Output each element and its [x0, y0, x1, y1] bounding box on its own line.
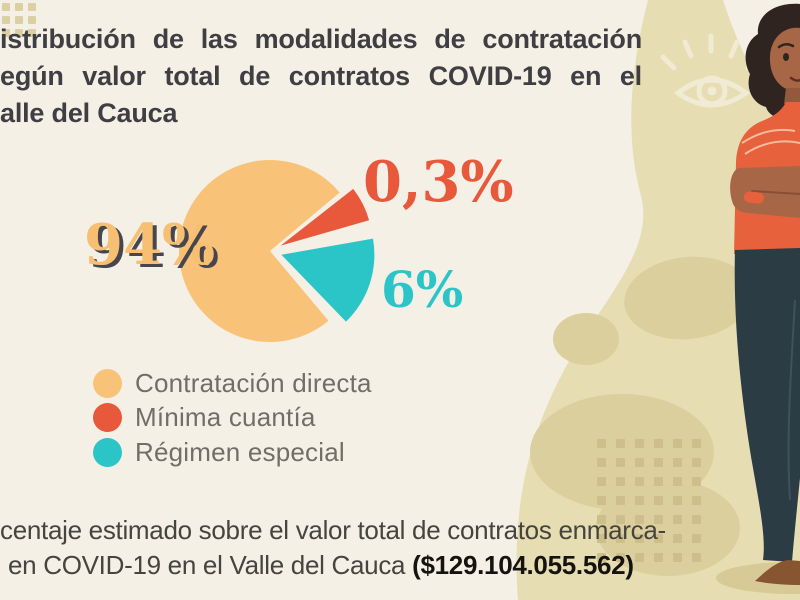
legend-label: Régimen especial — [135, 436, 345, 467]
person-pants — [734, 248, 800, 562]
person-face — [769, 27, 800, 91]
legend-label: Contratación directa — [135, 367, 372, 398]
footnote-line-2-text: en COVID-19 en el Valle del Cauca — [8, 550, 413, 580]
eye-icon — [660, 33, 762, 108]
person-eye — [783, 53, 789, 61]
person-shoe — [755, 560, 800, 585]
arm-crease — [751, 190, 800, 195]
legend-label: Mínima cuantía — [135, 402, 316, 433]
chart-title-line-2: egún valor total de contratos COVID-19 e… — [0, 61, 642, 91]
pie-label-contratacion-directa: 94% — [84, 212, 216, 278]
legend-swatch-contratacion-directa — [93, 368, 122, 398]
person-mouth — [789, 76, 800, 82]
footnote-line-1: centaje estimado sobre el valor total de… — [0, 515, 666, 545]
person-shirt — [734, 102, 800, 256]
person-crossed-arm — [730, 166, 800, 218]
pie-label-minima-cuantia: 0,3% — [363, 149, 514, 215]
legend-item-contratacion-directa: Contratación directa — [93, 366, 372, 401]
legend-item-regimen-especial: Régimen especial — [93, 435, 372, 470]
pie-slice-minima-cuantia — [280, 188, 370, 246]
chart-title-line-1: istribución de las modalidades de contra… — [0, 24, 642, 54]
legend-swatch-regimen-especial — [93, 437, 122, 467]
footnote: centaje estimado sobre el valor total de… — [0, 513, 666, 583]
pie-slice-regimen-especial — [281, 238, 375, 322]
chart-title: istribución de las modalidades de contra… — [0, 21, 642, 132]
footnote-line-2: en COVID-19 en el Valle del Cauca ($129.… — [0, 548, 666, 583]
person-hair — [745, 3, 800, 122]
ground-shadow — [716, 562, 800, 594]
shirt-seam-2 — [744, 140, 800, 155]
footnote-total-value: ($129.104.055.562) — [412, 550, 634, 580]
pie-label-regimen-especial: 6% — [381, 260, 464, 319]
person-eyebrow — [777, 43, 795, 49]
person-neck — [784, 88, 800, 106]
shirt-seam-1 — [741, 128, 796, 144]
pants-crease — [787, 299, 796, 501]
legend: Contratación directa Mínima cuantía Régi… — [93, 366, 372, 470]
legend-item-minima-cuantia: Mínima cuantía — [93, 401, 372, 436]
shirt-cuff — [743, 191, 764, 204]
chart-title-line-3: alle del Cauca — [0, 98, 178, 128]
person-illustration — [730, 3, 800, 585]
legend-swatch-minima-cuantia — [93, 403, 122, 433]
